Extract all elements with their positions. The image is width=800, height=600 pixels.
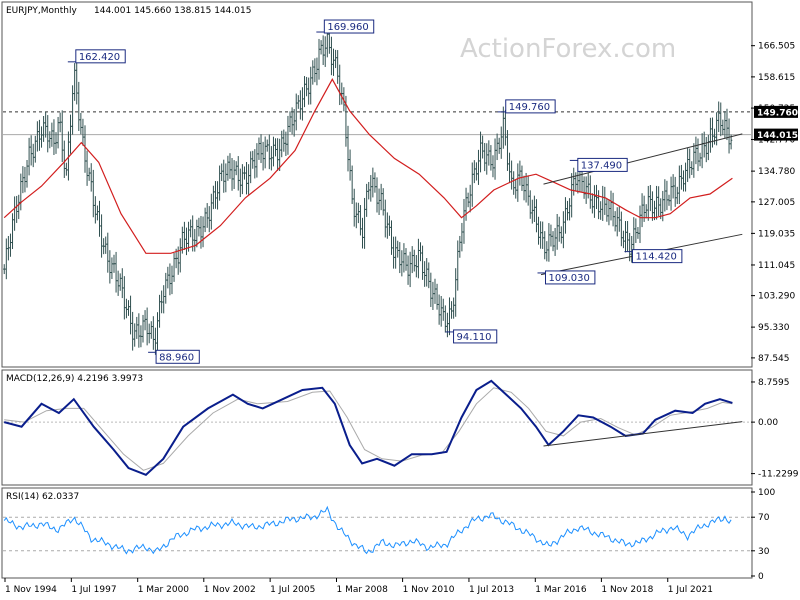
ohlc-readout: 144.001 145.660 138.815 144.015 [94,6,251,16]
price-panel-title: EURJPY,Monthly [6,6,77,16]
macd-y-tick-label: 0.00 [758,418,778,428]
rsi-y-tick-label: 30 [758,547,770,557]
price-trendline-0 [543,133,743,185]
price-annotation: 169.960 [316,19,375,34]
price-bars [3,25,733,355]
rsi-panel-title: RSI(14) 62.0337 [6,492,79,502]
rsi-y-tick-label: 70 [758,513,770,523]
rsi-panel-frame [1,487,753,579]
price-annotation: 162.420 [67,49,126,64]
price-level-tag: 144.015 [754,128,798,141]
rsi-y-tick-label: 100 [758,488,775,498]
macd-line [3,379,733,476]
watermark: ActionForex.com [460,34,676,64]
rsi-line [3,505,732,555]
annotation-label: 169.960 [327,22,368,33]
price-level-tags: 149.760 144.015 [754,105,798,141]
x-tick-label: 1 Jul 2021 [668,585,713,595]
macd-y-tick-label: -11.2299 [758,470,799,480]
x-tick-label: 1 Nov 2010 [403,585,455,595]
rsi-y-tick-label: 0 [758,572,764,582]
x-tick-label: 1 Mar 2016 [535,585,587,595]
price-y-tick-label: 111.045 [758,261,795,271]
price-y-tick-label: 134.780 [758,167,795,177]
price-annotation: 109.030 [537,270,596,285]
price-horizontal-lines [3,111,751,136]
price-annotation: 137.490 [569,157,628,172]
price-level-tag: 149.760 [754,105,798,118]
macd-panel-frame [1,369,753,486]
x-tick-label: 1 Jul 2013 [469,585,514,595]
price-y-tick-label: 166.505 [758,42,795,52]
x-tick-label: 1 Mar 2008 [336,585,388,595]
x-axis: 1 Nov 1994 1 Jul 1997 1 Mar 2000 1 Nov 2002… [4,578,713,595]
moving-average [3,78,733,254]
annotation-label: 149.760 [509,102,550,113]
moving-average-line [3,78,733,254]
price-y-tick-label: 87.545 [758,354,790,364]
macd-y-axis: 8.7595 0.00 -11.2299 [751,378,799,480]
annotation-label: 109.030 [548,273,589,284]
price-y-tick-label: 119.035 [758,229,795,239]
annotation-label: 94.110 [457,332,492,343]
annotation-label: 114.420 [635,252,676,263]
x-tick-label: 1 Nov 2018 [601,585,653,595]
price-level-tag-label: 144.015 [757,131,798,141]
price-y-tick-label: 103.290 [758,292,795,302]
x-tick-label: 1 Mar 2000 [138,585,190,595]
price-panel-frame [1,1,753,368]
price-annotation: 114.420 [624,249,683,264]
annotation-label: 137.490 [581,160,622,171]
price-y-tick-label: 158.615 [758,73,795,83]
x-tick-label: 1 Jul 2005 [270,585,315,595]
macd-trendline [543,421,743,447]
price-annotation: 88.960 [148,349,200,364]
x-tick-label: 1 Nov 1994 [5,585,57,595]
annotation-label: 88.960 [159,352,194,363]
price-annotation: 94.110 [445,329,498,344]
rsi-y-axis: 100 70 30 0 [751,488,775,582]
x-tick-label: 1 Nov 2002 [204,585,256,595]
price-level-tag-label: 149.760 [757,108,798,118]
price-y-tick-label: 95.330 [758,323,790,333]
price-annotation: 149.760 [497,99,556,114]
price-y-tick-label: 127.005 [758,198,795,208]
annotation-label: 162.420 [79,52,120,63]
macd-panel-title: MACD(12,26,9) 4.2196 3.9973 [6,374,143,384]
price-annotations: 162.420 169.960 88.960 149.760 137.490 94.110… [67,19,683,364]
macd-indicator [3,379,751,476]
macd-y-tick-label: 8.7595 [758,378,790,388]
rsi-indicator [3,505,751,555]
x-tick-label: 1 Jul 1997 [71,585,116,595]
